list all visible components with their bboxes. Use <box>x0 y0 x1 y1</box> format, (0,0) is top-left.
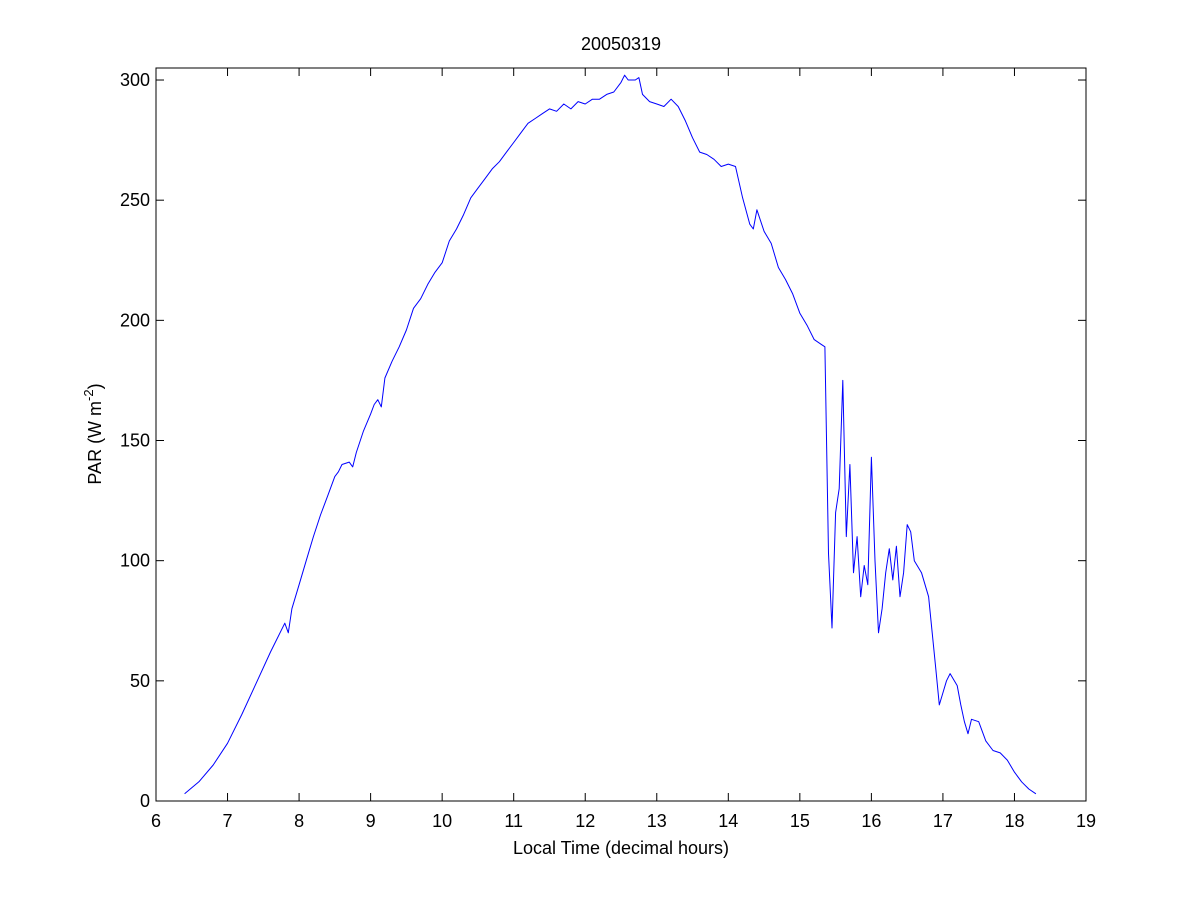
y-axis-label-superscript: -2 <box>81 389 96 401</box>
x-tick-label: 13 <box>647 811 667 831</box>
y-tick-label: 0 <box>140 791 150 811</box>
x-tick-label: 16 <box>861 811 881 831</box>
x-tick-label: 11 <box>504 811 523 831</box>
x-tick-label: 7 <box>223 811 233 831</box>
y-axis-label: PAR (W m-2) <box>81 383 105 484</box>
x-tick-label: 19 <box>1076 811 1096 831</box>
y-tick-label: 300 <box>120 70 150 90</box>
x-tick-label: 12 <box>575 811 595 831</box>
y-tick-label: 50 <box>130 671 150 691</box>
chart-title: 20050319 <box>581 34 661 54</box>
y-tick-labels: 0 50 100 150 200 250 300 <box>120 70 150 811</box>
plot-area <box>155 67 1087 802</box>
y-axis-label-close: ) <box>85 383 105 389</box>
x-tick-label: 17 <box>933 811 953 831</box>
x-tick-label: 9 <box>366 811 376 831</box>
y-tick-label: 150 <box>120 431 150 451</box>
x-tick-labels: 6 7 8 9 10 11 12 13 14 15 16 17 18 19 <box>151 811 1096 831</box>
x-tick-label: 14 <box>718 811 738 831</box>
y-axis-label-base: PAR (W m <box>85 401 105 485</box>
x-axis-label: Local Time (decimal hours) <box>513 838 729 858</box>
x-tick-label: 6 <box>151 811 161 831</box>
y-tick-label: 100 <box>120 551 150 571</box>
x-tick-label: 8 <box>294 811 304 831</box>
y-tick-label: 250 <box>120 190 150 210</box>
series-layer <box>184 74 1037 795</box>
x-tick-label: 10 <box>432 811 452 831</box>
y-tick-label: 200 <box>120 310 150 330</box>
axis-ticks <box>155 68 1087 802</box>
series-line-0 <box>184 74 1037 795</box>
x-tick-label: 18 <box>1004 811 1024 831</box>
x-tick-label: 15 <box>790 811 810 831</box>
